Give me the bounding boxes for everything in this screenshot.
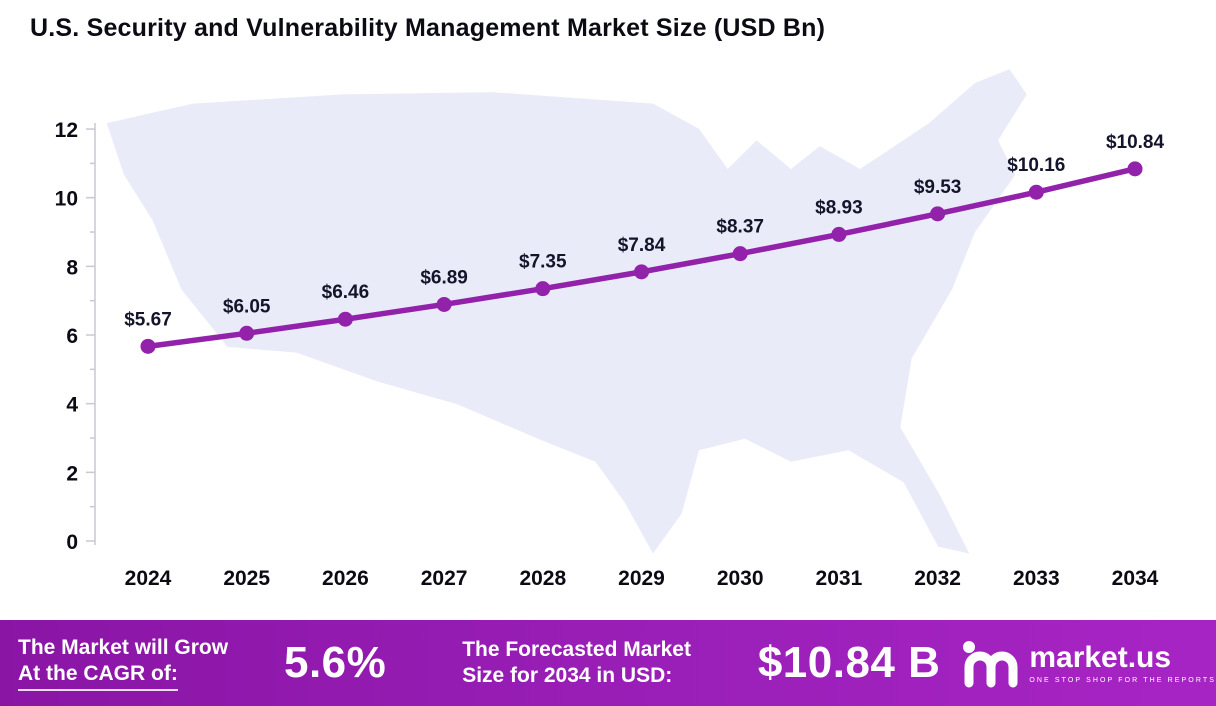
brand-tagline: ONE STOP SHOP FOR THE REPORTS: [1029, 676, 1216, 684]
market-size-line: [145, 166, 1138, 350]
x-axis-label: 2028: [519, 567, 566, 590]
data-point: [1127, 161, 1143, 177]
y-axis-label: 4: [66, 394, 78, 417]
y-axis-label: 0: [66, 531, 78, 554]
data-point-label: $7.35: [519, 252, 567, 273]
cagr-value: 5.6%: [283, 638, 387, 687]
chart-title: U.S. Security and Vulnerability Manageme…: [30, 14, 826, 42]
data-point-label: $9.53: [914, 177, 962, 198]
x-axis-label: 2026: [322, 567, 369, 590]
line-chart: 0 2 4 6 8 10 12 2024 2025 2026 2027 2028 2029 2030 203…: [55, 119, 1165, 590]
data-point: [831, 226, 847, 242]
y-axis-label: 8: [66, 256, 78, 279]
data-point-label: $6.89: [420, 267, 468, 288]
data-point: [140, 338, 156, 354]
x-axis-label: 2034: [1112, 567, 1159, 590]
data-point: [634, 264, 649, 280]
x-axis-label: 2032: [914, 567, 961, 590]
data-point: [732, 246, 748, 262]
x-axis-label: 2031: [816, 567, 863, 590]
cagr-label: The Market will Grow At the CAGR of:: [18, 635, 276, 692]
forecast-label: The Forecasted Market Size for 2034 in U…: [462, 637, 748, 690]
x-axis-label: 2029: [618, 567, 665, 590]
y-axis-label: 12: [55, 119, 78, 142]
data-point-label: $10.84: [1106, 132, 1165, 153]
chart-region: 0 2 4 6 8 10 12 2024 2025 2026 2027 2028 2029 2030 203…: [0, 55, 1216, 620]
data-point: [239, 325, 255, 341]
data-point-label: $8.93: [815, 197, 863, 218]
data-point-label: $6.05: [223, 296, 271, 317]
market-us-logo-icon: [963, 641, 1018, 688]
data-point-label: $10.16: [1007, 155, 1065, 176]
x-axis-label: 2025: [223, 567, 270, 590]
y-axis-label: 6: [66, 325, 78, 348]
data-point: [1028, 184, 1044, 200]
us-map-background: [106, 69, 1027, 554]
data-point: [535, 281, 551, 297]
brand-logo: market.us ONE STOP SHOP FOR THE REPORTS: [961, 637, 1216, 689]
y-axis-label: 10: [55, 188, 78, 211]
y-axis-label: 2: [66, 462, 78, 485]
cagr-label-line1: The Market will Grow: [18, 635, 229, 659]
x-axis-label: 2024: [125, 567, 172, 590]
cagr-label-line2: At the CAGR of:: [18, 661, 178, 692]
data-point-label: $6.46: [322, 282, 370, 303]
x-axis-label: 2030: [717, 567, 764, 590]
data-point-label: $8.37: [716, 217, 764, 238]
bottom-banner: The Market will Grow At the CAGR of: 5.6…: [0, 620, 1216, 706]
x-axis-label: 2033: [1013, 567, 1060, 590]
data-point: [337, 311, 353, 327]
forecast-label-line1: The Forecasted Market: [462, 637, 691, 661]
data-point: [436, 296, 452, 312]
forecast-label-line2: Size for 2034 in USD:: [462, 664, 673, 687]
forecast-value: $10.84 B: [757, 638, 941, 687]
data-point: [930, 206, 946, 222]
data-point-label: $5.67: [124, 309, 172, 330]
data-point-label: $7.84: [618, 235, 666, 256]
x-axis-label: 2027: [421, 567, 468, 590]
brand-name: market.us: [1029, 640, 1172, 674]
